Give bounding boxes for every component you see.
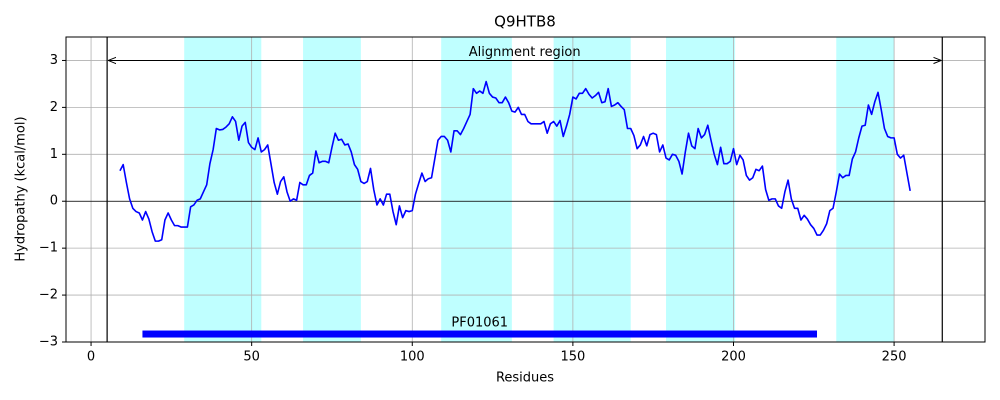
highlight-region (553, 37, 631, 342)
x-tick-label: 250 (882, 350, 907, 365)
highlight-region (836, 37, 895, 342)
y-axis-label: Hydropathy (kcal/mol) (14, 116, 29, 261)
domain-bar (142, 330, 818, 338)
hydropathy-line (119, 80, 911, 242)
plot-frame (65, 36, 986, 343)
y-tick-label: 0 (50, 194, 58, 209)
y-tick-label: 1 (50, 147, 58, 162)
highlight-region (184, 37, 262, 342)
y-tick-label: 2 (50, 100, 58, 115)
highlight-region (303, 37, 361, 342)
domain-label: PF01061 (451, 316, 508, 331)
plot-background (66, 37, 985, 343)
x-axis-label: Residues (496, 371, 554, 386)
x-tick-label: 150 (560, 350, 585, 365)
x-tick-label: 50 (243, 350, 260, 365)
highlight-region (441, 37, 512, 342)
x-tick-label: 200 (721, 350, 746, 365)
chart-title: Q9HTB8 (494, 13, 556, 31)
y-tick-label: −1 (39, 241, 58, 256)
y-tick-label: −3 (39, 335, 58, 350)
x-tick-label: 0 (87, 350, 95, 365)
highlight-region (666, 37, 736, 342)
x-tick-label: 100 (400, 350, 425, 365)
alignment-label: Alignment region (469, 45, 581, 60)
y-tick-label: −2 (39, 288, 58, 303)
y-tick-label: 3 (50, 53, 58, 68)
